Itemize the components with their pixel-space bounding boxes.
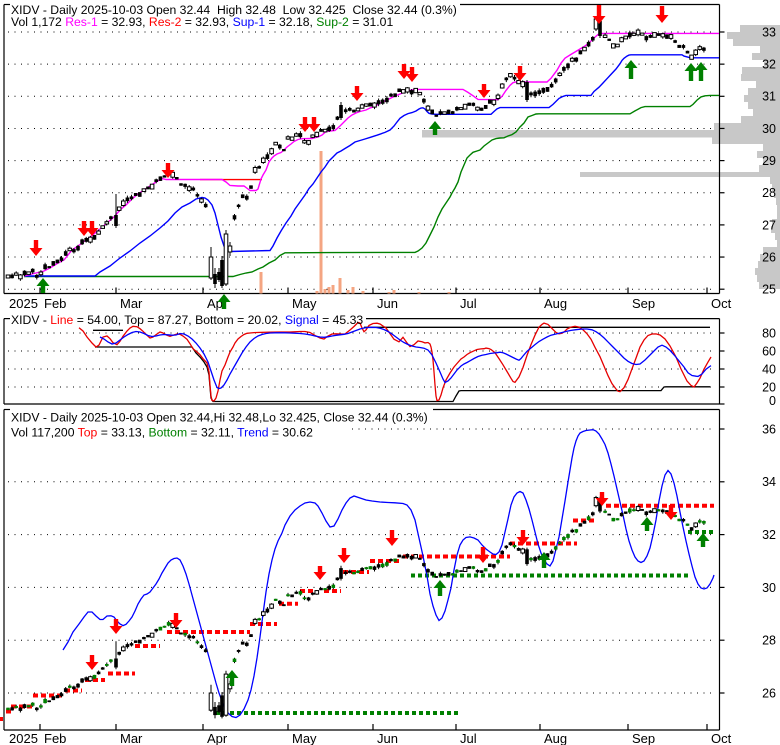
svg-text:30: 30 — [762, 581, 776, 595]
svg-text:32: 32 — [762, 58, 776, 72]
svg-text:34: 34 — [762, 475, 776, 489]
svg-text:26: 26 — [762, 686, 776, 700]
svg-text:Sep: Sep — [632, 731, 655, 745]
svg-text:Oct: Oct — [711, 296, 732, 311]
svg-text:33: 33 — [762, 25, 776, 39]
svg-text:XIDV - Daily 2025-10-03 Open 3: XIDV - Daily 2025-10-03 Open 32.44 High … — [11, 3, 457, 17]
svg-text:30: 30 — [762, 122, 776, 136]
svg-text:XIDV - Daily 2025-10-03 Open 3: XIDV - Daily 2025-10-03 Open 32.44,Hi 32… — [11, 411, 428, 425]
svg-text:32: 32 — [762, 528, 776, 542]
svg-text:60: 60 — [762, 344, 776, 358]
svg-text:25: 25 — [762, 283, 776, 297]
svg-text:26: 26 — [762, 250, 776, 264]
svg-text:2025: 2025 — [9, 296, 38, 311]
svg-text:40: 40 — [762, 362, 776, 376]
svg-text:0: 0 — [769, 394, 776, 408]
svg-text:Vol 117,200 Top = 33.13, Botto: Vol 117,200 Top = 33.13, Bottom = 32.11,… — [11, 426, 313, 440]
svg-text:Oct: Oct — [711, 731, 732, 745]
svg-text:Feb: Feb — [44, 296, 66, 311]
svg-text:Mar: Mar — [120, 731, 143, 745]
svg-text:80: 80 — [762, 326, 776, 340]
svg-text:Vol 1,172 Res-1 = 32.93, Res-2: Vol 1,172 Res-1 = 32.93, Res-2 = 32.93, … — [11, 15, 393, 29]
svg-text:Feb: Feb — [44, 731, 66, 745]
svg-text:27: 27 — [762, 218, 776, 232]
svg-text:Mar: Mar — [120, 296, 143, 311]
svg-text:31: 31 — [762, 90, 776, 104]
svg-text:Jun: Jun — [377, 296, 398, 311]
svg-text:Aug: Aug — [544, 731, 567, 745]
svg-text:Jun: Jun — [377, 731, 398, 745]
svg-text:36: 36 — [762, 422, 776, 436]
svg-text:Aug: Aug — [544, 296, 567, 311]
svg-text:Sep: Sep — [632, 296, 655, 311]
svg-text:20: 20 — [762, 380, 776, 394]
svg-text:XIDV - Line = 54.00, Top = 87.: XIDV - Line = 54.00, Top = 87.27, Bottom… — [11, 313, 363, 327]
svg-text:29: 29 — [762, 154, 776, 168]
svg-text:28: 28 — [762, 186, 776, 200]
svg-text:Jul: Jul — [460, 731, 477, 745]
svg-text:May: May — [292, 731, 317, 745]
svg-text:Apr: Apr — [207, 731, 228, 745]
svg-text:Jul: Jul — [460, 296, 477, 311]
svg-text:28: 28 — [762, 634, 776, 648]
svg-text:May: May — [292, 296, 317, 311]
svg-text:2025: 2025 — [9, 731, 38, 745]
